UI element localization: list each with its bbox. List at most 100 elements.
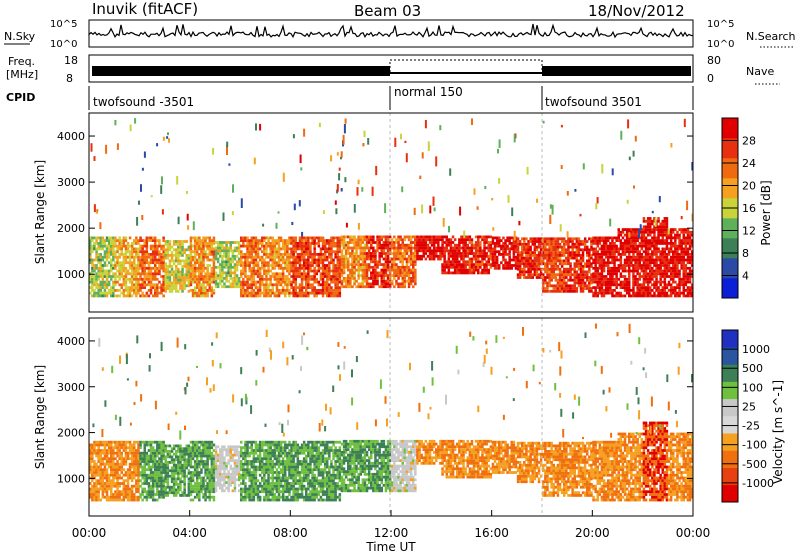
power-cell — [690, 244, 694, 248]
power-cell — [338, 264, 342, 267]
power-cell — [326, 275, 329, 278]
power-cell — [634, 230, 637, 234]
velocity-cell — [95, 495, 98, 499]
power-cell — [563, 262, 566, 266]
power-cell — [302, 250, 306, 254]
power-cell — [349, 254, 352, 258]
power-cell — [621, 228, 625, 231]
power-cell — [302, 236, 306, 240]
power-cell — [313, 242, 316, 245]
power-cell — [548, 276, 551, 279]
power-cell — [202, 258, 205, 262]
power-cell — [663, 289, 667, 292]
power-cell — [168, 287, 172, 290]
power-cell — [583, 276, 587, 279]
power-cell — [470, 238, 474, 242]
power-cell — [300, 272, 304, 276]
power-cell — [286, 261, 289, 265]
power-cell — [663, 266, 667, 270]
power-cell — [638, 255, 641, 259]
power-cell — [332, 289, 335, 292]
power-cell-scatter — [277, 211, 280, 214]
power-cell — [158, 264, 161, 267]
power-cell — [388, 265, 392, 269]
power-cell — [569, 237, 572, 241]
power-cell-scatter — [658, 196, 661, 203]
power-cell — [242, 291, 245, 295]
power-cell — [544, 242, 547, 246]
power-cell — [642, 250, 646, 254]
power-cell — [676, 264, 679, 267]
velocity-cell — [101, 487, 105, 491]
power-cell — [657, 291, 660, 295]
power-cell — [99, 264, 102, 267]
power-cell — [349, 238, 352, 242]
power-cell — [386, 241, 390, 244]
power-cell — [235, 241, 239, 244]
power-cell — [542, 287, 545, 290]
power-cell-scatter — [667, 228, 670, 235]
power-cell — [623, 289, 627, 292]
power-cell — [290, 269, 293, 273]
power-cell — [187, 281, 191, 285]
power-cell — [483, 254, 486, 258]
power-cell — [168, 248, 172, 252]
power-cell — [495, 242, 499, 245]
power-cell — [495, 266, 499, 270]
power-cell — [166, 248, 170, 252]
power-cell — [250, 255, 253, 259]
power-cell — [344, 260, 348, 264]
power-cell — [225, 243, 228, 247]
power-cell — [489, 252, 493, 255]
power-cell — [233, 257, 237, 261]
power-cell — [334, 266, 337, 270]
power-cell — [600, 239, 604, 242]
power-cell — [527, 265, 530, 268]
power-cell — [636, 264, 639, 267]
power-cell — [292, 269, 295, 273]
power-cell — [600, 294, 604, 298]
power-cell — [558, 273, 562, 277]
power-cell — [95, 283, 98, 287]
power-cell — [254, 283, 258, 287]
power-cell — [577, 278, 581, 282]
power-cell — [521, 237, 524, 241]
power-cell — [617, 266, 620, 270]
power-cell — [323, 280, 327, 284]
power-cell — [544, 254, 547, 257]
power-cell — [508, 250, 511, 254]
power-cell — [162, 275, 165, 278]
power-cell — [451, 263, 455, 266]
power-cell — [630, 244, 633, 248]
power-cell — [244, 289, 247, 292]
power-cell — [571, 278, 574, 282]
power-cell — [97, 255, 100, 259]
power-cell — [227, 274, 230, 277]
power-cell — [686, 261, 690, 265]
power-cell — [141, 277, 144, 281]
power-cell — [198, 247, 201, 251]
power-cell — [242, 261, 245, 265]
power-cell — [139, 277, 142, 281]
power-cell — [485, 260, 488, 264]
power-cell-scatter — [116, 143, 119, 150]
power-cell — [353, 252, 356, 255]
power-cell — [250, 250, 253, 254]
power-cell — [237, 277, 241, 280]
power-cell — [634, 258, 637, 262]
power-cell — [424, 257, 428, 261]
power-cell — [657, 217, 660, 220]
power-cell — [569, 245, 572, 249]
power-cell — [143, 255, 146, 259]
power-cell — [137, 255, 140, 259]
power-cell — [256, 280, 260, 284]
power-cell — [248, 242, 251, 245]
power-cell — [323, 242, 327, 245]
power-cell — [105, 264, 109, 267]
power-cell — [472, 252, 476, 255]
power-cell — [623, 258, 627, 262]
power-cell — [168, 278, 172, 282]
power-cell — [600, 258, 604, 262]
power-cell — [145, 272, 149, 276]
power-cell — [91, 280, 94, 284]
